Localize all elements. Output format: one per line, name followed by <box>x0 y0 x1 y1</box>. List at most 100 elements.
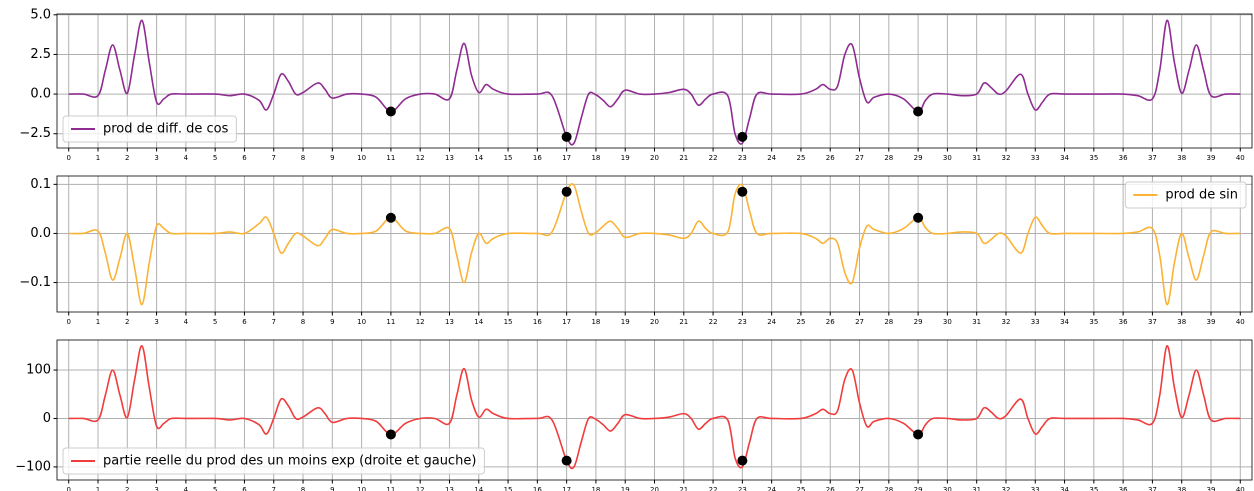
x-tick-label: 35 <box>1089 154 1098 162</box>
x-tick-label: 36 <box>1119 318 1128 326</box>
marker-point <box>737 455 748 466</box>
x-tick-label: 3 <box>154 486 158 491</box>
y-tick-label: 2.5 <box>30 47 51 62</box>
x-tick-label: 1 <box>96 154 100 162</box>
x-tick-label: 23 <box>738 486 747 491</box>
marker-point <box>913 106 924 117</box>
marker-point <box>561 131 572 142</box>
x-tick-label: 13 <box>445 154 454 162</box>
legend-label: partie reelle du prod des un moins exp (… <box>103 454 476 469</box>
x-tick-label: 0 <box>66 154 70 162</box>
x-tick-label: 28 <box>884 486 893 491</box>
legend-label: prod de diff. de cos <box>103 122 229 137</box>
x-tick-label: 2 <box>125 154 129 162</box>
legend: partie reelle du prod des un moins exp (… <box>62 447 485 475</box>
x-tick-label: 6 <box>242 318 247 326</box>
marker-point <box>737 186 748 197</box>
x-tick-label: 40 <box>1236 318 1245 326</box>
y-tick-label: 5.0 <box>30 7 51 22</box>
x-tick-label: 39 <box>1207 486 1216 491</box>
x-tick-label: 6 <box>242 154 247 162</box>
x-tick-label: 16 <box>533 486 542 491</box>
x-tick-label: 6 <box>242 486 247 491</box>
x-tick-label: 11 <box>386 154 395 162</box>
legend-label: prod de sin <box>1165 188 1238 203</box>
x-tick-label: 10 <box>357 486 366 491</box>
x-tick-label: 1 <box>96 486 100 491</box>
x-tick-label: 39 <box>1207 154 1216 162</box>
x-tick-label: 11 <box>386 486 395 491</box>
x-tick-label: 25 <box>796 154 805 162</box>
data-line <box>68 345 1241 470</box>
y-tick-label: 0.0 <box>30 226 51 241</box>
marker-point <box>737 131 748 142</box>
x-tick-label: 14 <box>474 486 483 491</box>
x-tick-label: 36 <box>1119 486 1128 491</box>
x-tick-label: 37 <box>1148 154 1157 162</box>
x-tick-label: 32 <box>1002 486 1011 491</box>
x-tick-label: 30 <box>943 318 952 326</box>
x-tick-label: 35 <box>1089 318 1098 326</box>
x-tick-label: 19 <box>621 154 630 162</box>
x-tick-label: 17 <box>562 154 571 162</box>
x-tick-label: 38 <box>1177 486 1186 491</box>
y-tick-label: 0.0 <box>30 87 51 102</box>
x-tick-label: 0 <box>66 486 70 491</box>
x-tick-label: 5 <box>213 486 217 491</box>
x-tick-label: 22 <box>709 318 718 326</box>
x-tick-label: 7 <box>272 318 276 326</box>
x-tick-label: 25 <box>796 486 805 491</box>
x-tick-label: 16 <box>533 154 542 162</box>
x-tick-label: 2 <box>125 486 129 491</box>
x-tick-label: 33 <box>1031 154 1040 162</box>
x-tick-label: 39 <box>1207 318 1216 326</box>
x-tick-label: 2 <box>125 318 129 326</box>
x-tick-label: 34 <box>1060 318 1069 326</box>
x-tick-label: 12 <box>416 154 425 162</box>
x-tick-label: 28 <box>884 318 893 326</box>
y-tick-label: −100 <box>15 459 51 474</box>
x-tick-label: 27 <box>855 318 864 326</box>
x-tick-label: 8 <box>301 154 305 162</box>
x-tick-label: 26 <box>826 318 835 326</box>
x-tick-label: 14 <box>474 154 483 162</box>
marker-point <box>913 429 924 440</box>
x-tick-label: 15 <box>504 318 513 326</box>
x-tick-label: 24 <box>767 318 776 326</box>
x-tick-label: 20 <box>650 486 659 491</box>
x-tick-label: 37 <box>1148 486 1157 491</box>
x-tick-label: 33 <box>1031 318 1040 326</box>
x-tick-label: 15 <box>504 154 513 162</box>
marker-point <box>561 186 572 197</box>
x-tick-label: 8 <box>301 486 305 491</box>
x-tick-label: 4 <box>184 318 189 326</box>
marker-point <box>561 455 572 466</box>
x-tick-label: 34 <box>1060 154 1069 162</box>
x-tick-label: 38 <box>1177 318 1186 326</box>
x-tick-label: 15 <box>504 486 513 491</box>
x-tick-label: 24 <box>767 486 776 491</box>
x-tick-label: 21 <box>679 486 688 491</box>
x-tick-label: 31 <box>972 154 981 162</box>
x-tick-label: 5 <box>213 318 217 326</box>
x-tick-label: 18 <box>591 318 600 326</box>
x-tick-label: 12 <box>416 318 425 326</box>
axes-frame <box>56 13 1253 149</box>
x-tick-label: 29 <box>914 154 923 162</box>
x-tick-label: 32 <box>1002 318 1011 326</box>
x-tick-label: 9 <box>330 154 334 162</box>
x-tick-label: 31 <box>972 486 981 491</box>
x-tick-label: 30 <box>943 486 952 491</box>
axes-frame <box>56 175 1253 313</box>
y-tick-label: −2.5 <box>19 126 51 141</box>
x-tick-label: 34 <box>1060 486 1069 491</box>
x-tick-label: 3 <box>154 318 158 326</box>
x-tick-label: 20 <box>650 154 659 162</box>
marker-point <box>385 429 396 440</box>
x-tick-label: 19 <box>621 318 630 326</box>
axes-frame <box>56 339 1253 481</box>
x-tick-label: 17 <box>562 318 571 326</box>
x-tick-label: 18 <box>591 486 600 491</box>
x-tick-label: 18 <box>591 154 600 162</box>
legend: prod de sin <box>1124 181 1247 209</box>
